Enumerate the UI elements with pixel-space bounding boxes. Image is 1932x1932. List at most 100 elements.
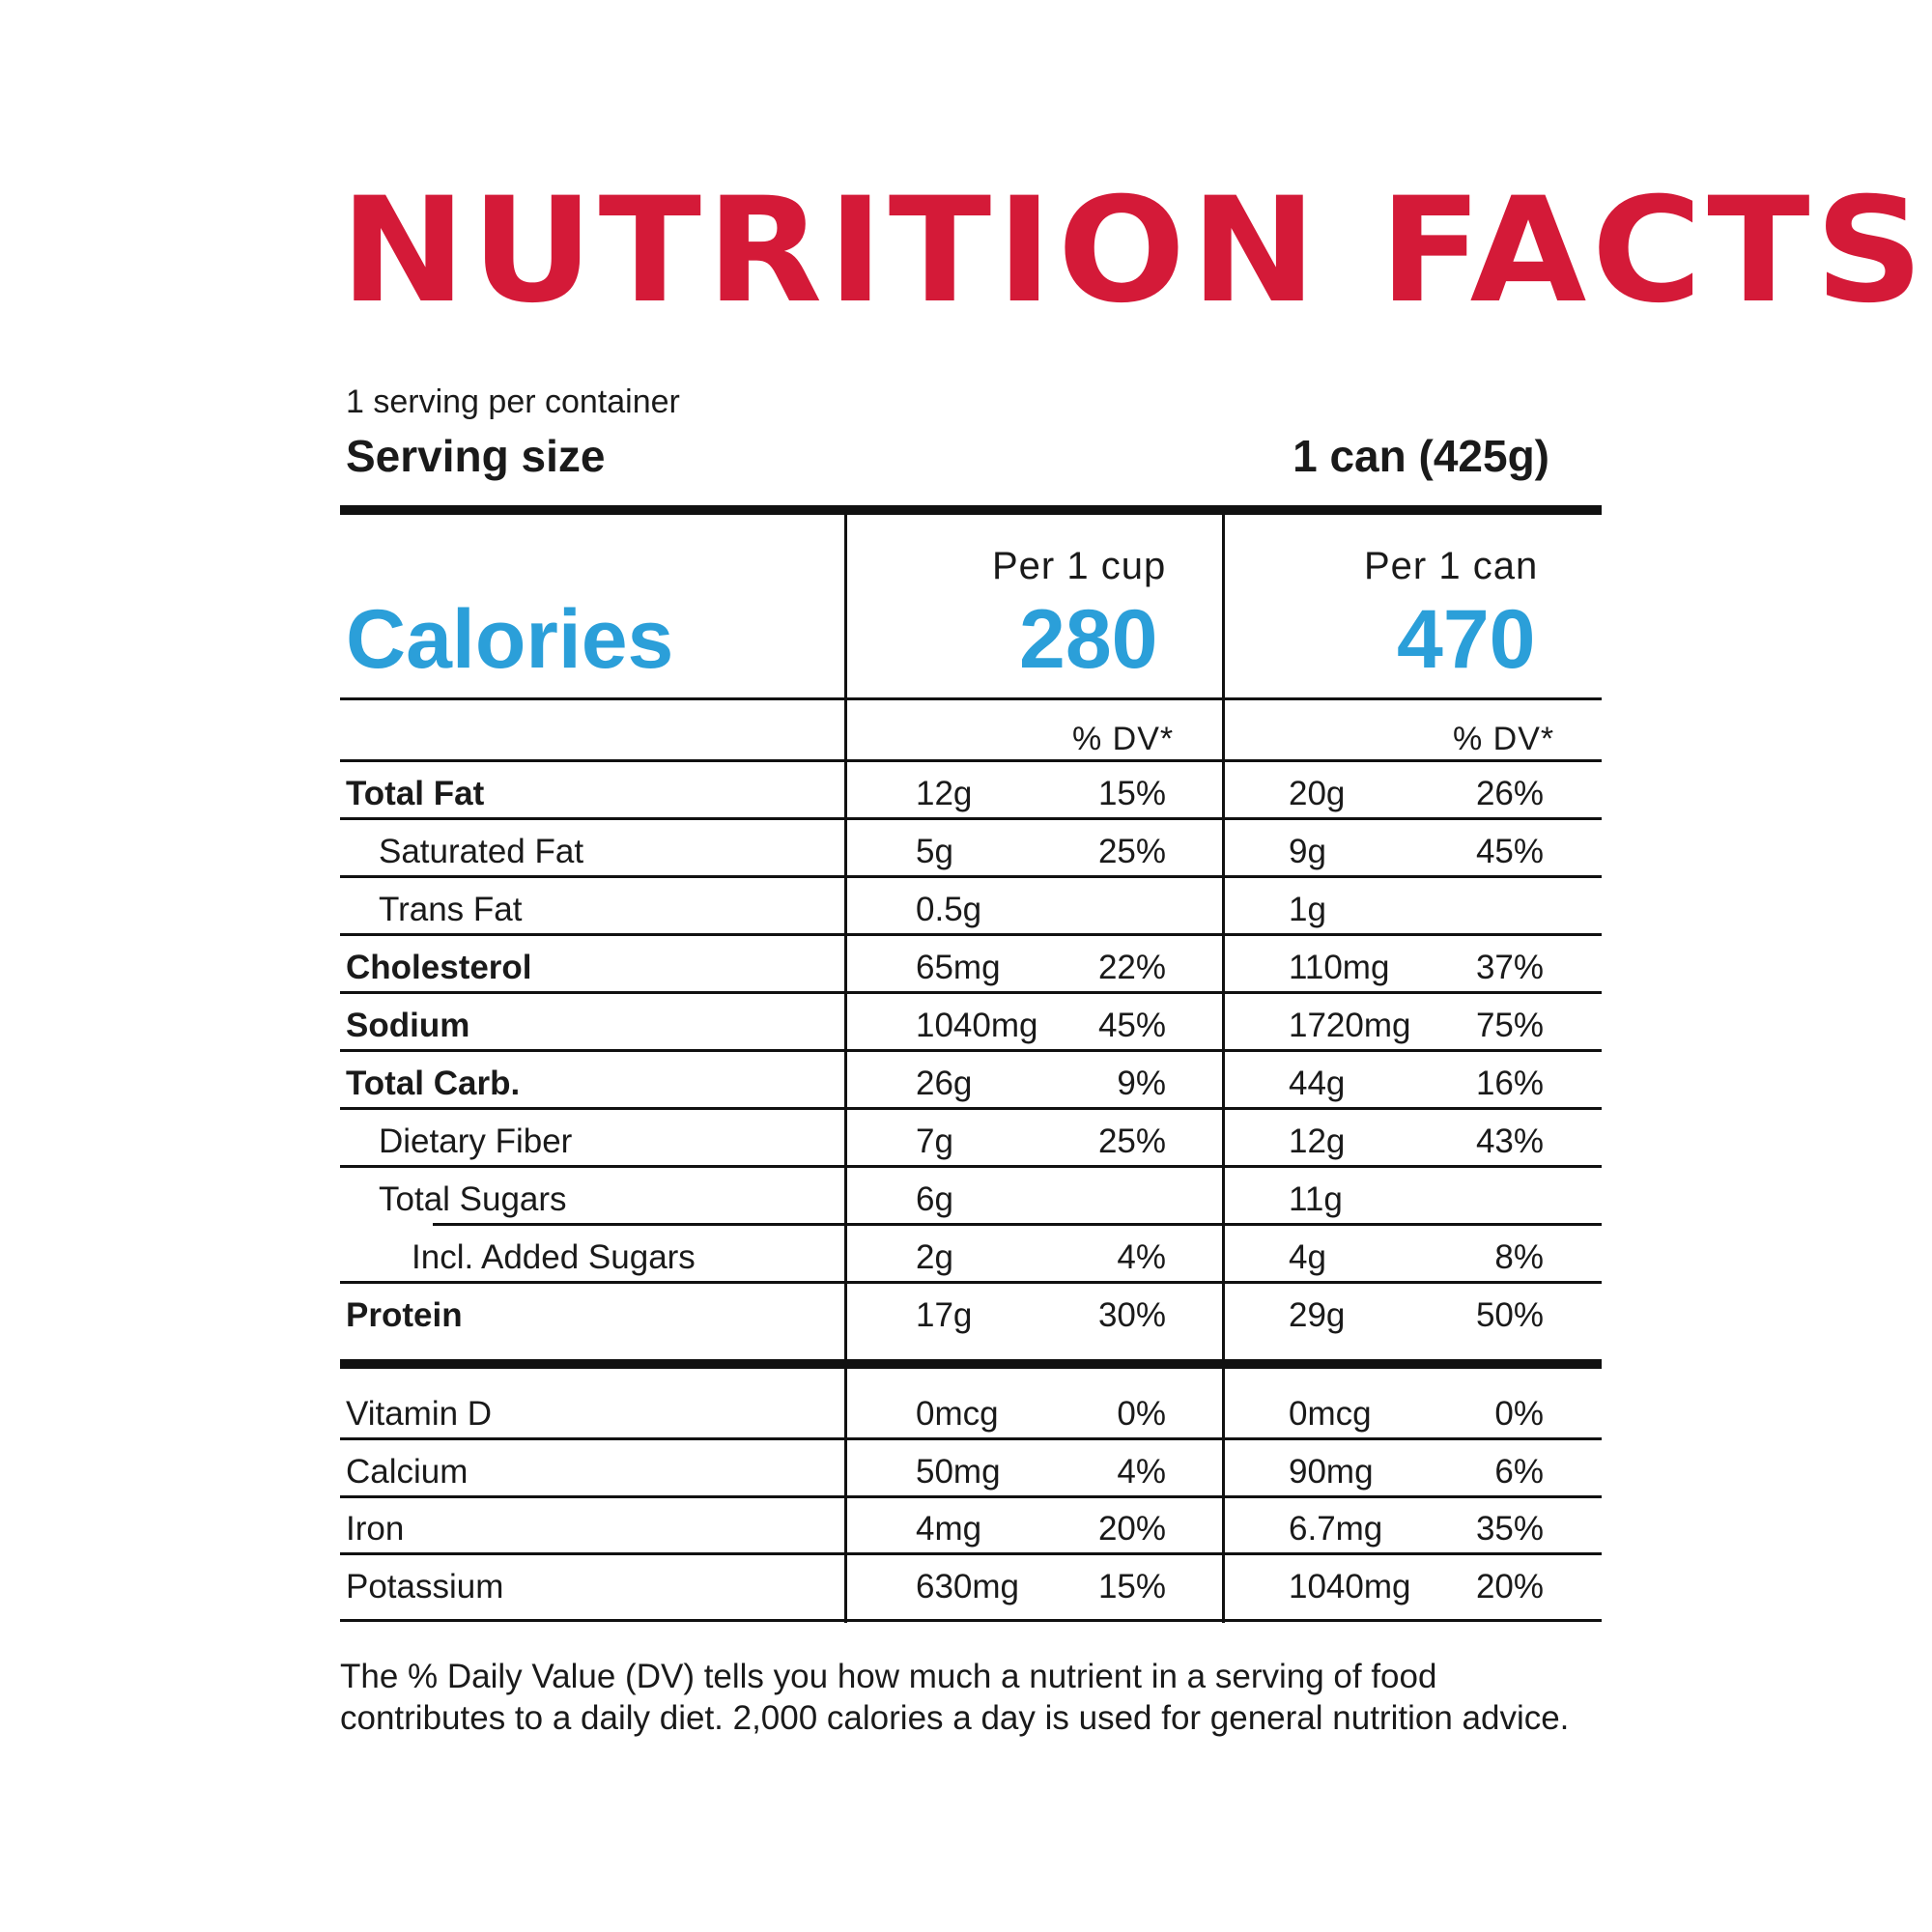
vitamin-cup-dv: 15% [1097,1568,1166,1605]
nutrient-can-dv: 43% [1475,1122,1544,1160]
row-divider [340,1281,1602,1284]
nutrient-cup-amount: 17g [916,1296,973,1334]
vitamin-cup-amount: 50mg [916,1453,1001,1491]
row-divider [340,1107,1602,1110]
servings-per-container: 1 serving per container [346,384,680,420]
vitamin-can-amount: 0mcg [1289,1395,1372,1433]
row-divider [340,933,1602,936]
nutrient-cup-amount: 12g [916,775,973,812]
calories-label: Calories [346,593,674,686]
vitamin-can-dv: 20% [1475,1568,1544,1605]
nutrient-name: Total Carb. [346,1065,521,1102]
nutrient-cup-amount: 7g [916,1122,953,1160]
serving-size-label: Serving size [346,431,606,481]
row-divider [340,1437,1602,1440]
footnote-line-1: The % Daily Value (DV) tells you how muc… [340,1658,1437,1695]
nutrient-cup-amount: 26g [916,1065,973,1102]
nutrient-name: Incl. Added Sugars [412,1238,696,1276]
col2-dv-header: % DV* [1453,721,1555,757]
column-divider-2 [1222,515,1225,1623]
nutrient-name: Sodium [346,1007,470,1044]
row-divider [340,817,1602,820]
nutrient-can-amount: 110mg [1289,949,1390,986]
vitamin-can-amount: 6.7mg [1289,1510,1383,1548]
nutrient-cup-dv: 25% [1097,833,1166,870]
nutrient-can-dv: 45% [1475,833,1544,870]
dv-header-rule [340,759,1602,762]
vitamin-name: Calcium [346,1453,469,1491]
vitamin-name: Potassium [346,1568,504,1605]
nutrient-cup-dv: 22% [1097,949,1166,986]
nutrient-name: Saturated Fat [379,833,584,870]
serving-size-row: Serving size 1 can (425g) [346,429,1549,483]
nutrient-cup-dv: 25% [1097,1122,1166,1160]
nutrient-can-amount: 1720mg [1289,1007,1411,1044]
nutrient-can-amount: 44g [1289,1065,1346,1102]
nutrient-cup-dv: 45% [1097,1007,1166,1044]
nutrient-cup-dv: 30% [1097,1296,1166,1334]
col1-dv-header: % DV* [1072,721,1175,757]
nutrient-can-amount: 12g [1289,1122,1346,1160]
top-thick-rule [340,505,1602,515]
nutrient-cup-amount: 5g [916,833,953,870]
footnote-line-2: contributes to a daily diet. 2,000 calor… [340,1699,1570,1737]
nutrient-name: Total Fat [346,775,485,812]
vitamin-can-dv: 0% [1494,1395,1544,1433]
vitamin-can-dv: 6% [1494,1453,1544,1491]
nutrient-cup-amount: 1040mg [916,1007,1038,1044]
vitamins-thick-rule [340,1359,1602,1369]
nutrient-cup-dv: 4% [1117,1238,1166,1276]
nutrient-cup-dv: 15% [1097,775,1166,812]
nutrient-can-amount: 4g [1289,1238,1326,1276]
label-title: NUTRITION FACTS [340,167,1929,335]
row-divider [340,1552,1602,1555]
vitamin-cup-dv: 4% [1117,1453,1166,1491]
nutrient-name: Trans Fat [379,891,523,928]
nutrient-can-dv: 16% [1475,1065,1544,1102]
vitamin-can-amount: 1040mg [1289,1568,1411,1605]
vitamin-name: Vitamin D [346,1395,493,1433]
nutrient-cup-amount: 2g [916,1238,953,1276]
row-divider [340,991,1602,994]
vitamin-can-amount: 90mg [1289,1453,1374,1491]
row-divider [340,875,1602,878]
row-divider [340,1165,1602,1168]
calories-per-cup: 280 [1019,593,1158,686]
vitamin-cup-dv: 0% [1117,1395,1166,1433]
nutrient-can-dv: 75% [1475,1007,1544,1044]
col2-header: Per 1 can [1364,545,1539,587]
nutrient-can-dv: 26% [1475,775,1544,812]
nutrient-name: Dietary Fiber [379,1122,573,1160]
nutrient-cup-dv: 9% [1117,1065,1166,1102]
nutrient-can-amount: 20g [1289,775,1346,812]
vitamin-cup-dv: 20% [1097,1510,1166,1548]
row-divider [340,1049,1602,1052]
nutrient-name: Protein [346,1296,463,1334]
dv-footnote: The % Daily Value (DV) tells you how muc… [340,1656,1615,1739]
nutrition-facts-label: NUTRITION FACTS 1 serving per container … [340,0,1923,1932]
vitamin-name: Iron [346,1510,405,1548]
nutrient-can-amount: 9g [1289,833,1326,870]
serving-size-value: 1 can (425g) [1293,431,1549,481]
nutrient-cup-amount: 6g [916,1180,953,1218]
vitamin-cup-amount: 630mg [916,1568,1020,1605]
nutrient-can-dv: 50% [1475,1296,1544,1334]
nutrient-can-amount: 11g [1289,1180,1343,1218]
col1-header: Per 1 cup [992,545,1167,587]
nutrient-name: Cholesterol [346,949,532,986]
nutrient-cup-amount: 65mg [916,949,1001,986]
row-divider [340,1619,1602,1622]
nutrient-can-amount: 1g [1289,891,1326,928]
nutrient-cup-amount: 0.5g [916,891,982,928]
calories-rule [340,697,1602,700]
nutrient-can-amount: 29g [1289,1296,1346,1334]
row-divider [340,1495,1602,1498]
vitamin-can-dv: 35% [1475,1510,1544,1548]
column-divider-1 [844,515,847,1623]
vitamin-cup-amount: 0mcg [916,1395,999,1433]
nutrient-name: Total Sugars [379,1180,567,1218]
row-divider [433,1223,1602,1226]
nutrient-can-dv: 8% [1494,1238,1544,1276]
calories-per-can: 470 [1397,593,1536,686]
nutrient-can-dv: 37% [1475,949,1544,986]
